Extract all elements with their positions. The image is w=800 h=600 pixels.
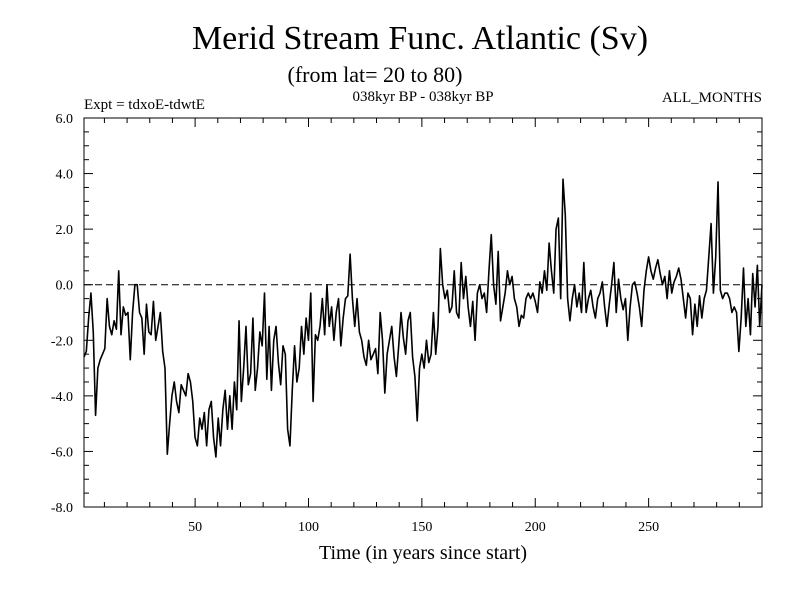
period-label: 038kyr BP - 038kyr BP (352, 89, 493, 105)
chart-subtitle: (from lat= 20 to 80) (288, 62, 463, 87)
x-tick-label: 200 (525, 520, 546, 535)
y-tick-label: 2.0 (56, 223, 74, 238)
x-axis-label: Time (in years since start) (319, 542, 527, 564)
y-tick-label: 6.0 (56, 112, 74, 127)
months-label: ALL_MONTHS (662, 90, 762, 106)
y-tick-label: -6.0 (51, 445, 73, 460)
y-tick-label: -8.0 (51, 501, 73, 516)
chart-title: Merid Stream Func. Atlantic (Sv) (192, 20, 648, 57)
y-axis-ticks: -8.0 -6.0 -4.0 -2.0 0.0 2.0 4.0 6.0 (51, 112, 762, 516)
x-tick-label: 100 (298, 520, 319, 535)
y-tick-label: 0.0 (56, 279, 74, 294)
experiment-label: Expt = tdxoE-tdwtE (84, 97, 205, 113)
x-tick-label: 250 (638, 520, 659, 535)
y-tick-label: 4.0 (56, 168, 74, 183)
y-tick-label: -4.0 (51, 390, 73, 405)
x-axis-ticks: 50 100 150 200 250 (103, 118, 763, 535)
x-tick-label: 150 (411, 520, 432, 535)
plot-frame (83, 117, 763, 508)
y-tick-label: -2.0 (51, 334, 73, 349)
plot-area (83, 117, 763, 508)
series-line-0 (83, 178, 763, 458)
x-tick-label: 50 (188, 520, 202, 535)
